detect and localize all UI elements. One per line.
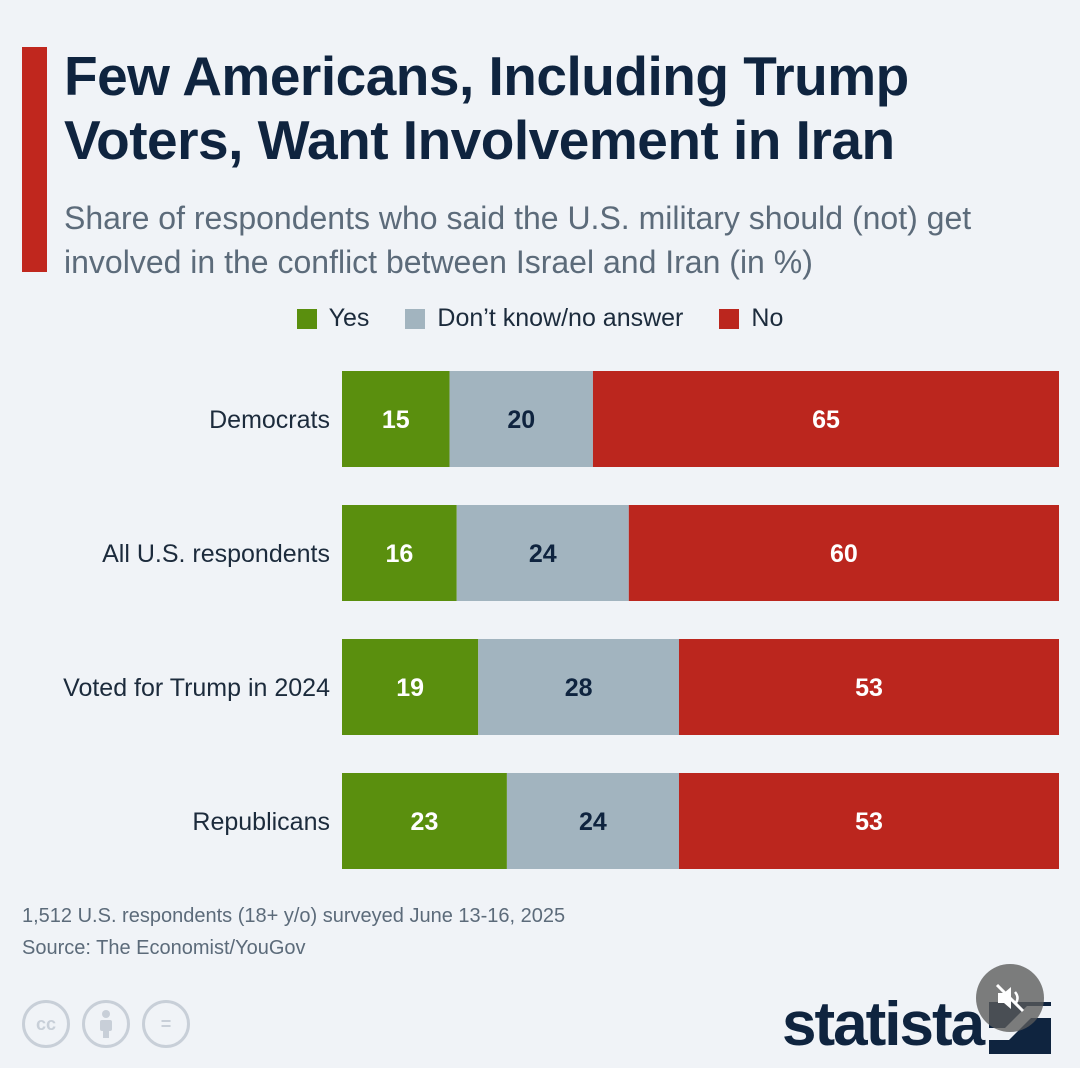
data-label-republicans-2: 53: [855, 808, 883, 836]
chart-notes: 1,512 U.S. respondents (18+ y/o) surveye…: [22, 900, 565, 964]
legend: Yes Don’t know/no answer No: [0, 304, 1080, 333]
mute-button[interactable]: [976, 964, 1044, 1032]
category-label-democrats: Democrats: [209, 406, 330, 434]
data-label-democrats-0: 15: [382, 406, 410, 434]
data-label-democrats-1: 20: [507, 406, 535, 434]
bar-segment-democrats-1: [449, 371, 593, 467]
chart-title: Few Americans, Including Trump Voters, W…: [64, 45, 909, 171]
category-label-republicans: Republicans: [192, 808, 330, 836]
bar-segment-all-u-s-respondents-1: [456, 505, 629, 601]
bar-segment-voted-for-trump-in-2024-1: [478, 639, 679, 735]
bar-segment-republicans-0: [342, 773, 507, 869]
stacked-bar-chart: Democrats 15 20 65 All U.S. respondents 16 24 6…: [63, 371, 1059, 869]
bar-segment-republicans-1: [506, 773, 679, 869]
legend-item-dont-know: Don’t know/no answer: [405, 304, 683, 333]
bar-segment-republicans-2: [678, 773, 1059, 869]
legend-swatch-dont-know: [405, 308, 426, 329]
category-label-voted-for-trump-in-2024: Voted for Trump in 2024: [63, 674, 330, 702]
legend-item-no: No: [719, 304, 783, 333]
data-label-all-u-s-respondents-1: 24: [529, 540, 557, 568]
legend-swatch-no: [719, 308, 740, 329]
data-label-all-u-s-respondents-0: 16: [385, 540, 413, 568]
category-label-all-u-s-respondents: All U.S. respondents: [102, 540, 330, 568]
attribution-icon[interactable]: [82, 1000, 130, 1048]
legend-label-dont-know: Don’t know/no answer: [437, 304, 684, 332]
survey-note: 1,512 U.S. respondents (18+ y/o) surveye…: [22, 905, 566, 927]
legend-label-yes: Yes: [328, 304, 370, 332]
bar-segment-all-u-s-respondents-0: [342, 505, 457, 601]
legend-swatch-yes: [296, 308, 317, 329]
chart-subtitle: Share of respondents who said the U.S. m…: [64, 200, 972, 280]
data-label-all-u-s-respondents-2: 60: [830, 540, 858, 568]
data-label-republicans-0: 23: [411, 808, 439, 836]
data-label-voted-for-trump-in-2024-2: 53: [855, 674, 883, 702]
data-label-republicans-1: 24: [579, 808, 607, 836]
bar-segment-all-u-s-respondents-2: [628, 505, 1059, 601]
license-icons: cc =: [22, 1000, 190, 1048]
legend-label-no: No: [751, 304, 784, 332]
logo-text: statista: [782, 990, 985, 1059]
bar-segment-voted-for-trump-in-2024-2: [678, 639, 1059, 735]
legend-item-yes: Yes: [296, 304, 370, 333]
no-derivatives-icon[interactable]: =: [142, 1000, 190, 1048]
data-label-voted-for-trump-in-2024-0: 19: [396, 674, 424, 702]
bar-segment-democrats-0: [342, 371, 450, 467]
cc-icon[interactable]: cc: [22, 1000, 70, 1048]
data-label-voted-for-trump-in-2024-1: 28: [565, 674, 593, 702]
source-note: Source: The Economist/YouGov: [22, 937, 306, 959]
title-accent-bar: [22, 47, 47, 272]
data-label-democrats-2: 65: [812, 406, 840, 434]
bar-segment-voted-for-trump-in-2024-0: [342, 639, 479, 735]
bar-segment-democrats-2: [592, 371, 1059, 467]
speaker-muted-icon: [995, 983, 1025, 1013]
